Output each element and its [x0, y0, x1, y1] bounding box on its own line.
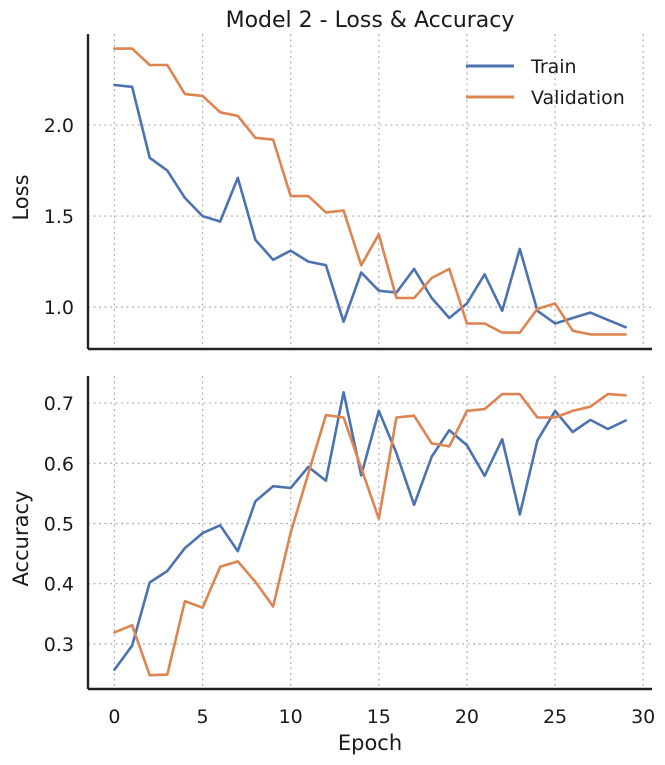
- y-tick-label: 1.5: [44, 206, 74, 228]
- series-line-validation: [113, 392, 627, 677]
- chart-title: Model 2 - Loss & Accuracy: [226, 8, 515, 33]
- legend-label-train: Train: [530, 56, 577, 78]
- legend: Train Validation: [466, 56, 625, 109]
- series-line-train: [113, 390, 627, 672]
- x-tick-label: 30: [631, 706, 655, 728]
- y-tick-label: 0.7: [44, 393, 74, 415]
- y-tick-label: 1.0: [44, 297, 74, 319]
- y-tick-label: 2.0: [44, 115, 74, 137]
- x-tick-label: 25: [543, 706, 567, 728]
- x-tick-label: 10: [279, 706, 303, 728]
- legend-label-validation: Validation: [531, 87, 625, 109]
- x-tick-label: 15: [367, 706, 391, 728]
- y-tick-label: 0.5: [44, 513, 74, 535]
- x-tick-label: 5: [197, 706, 209, 728]
- y-tick-label: 0.3: [44, 634, 74, 656]
- y-tick-label: 0.4: [44, 574, 74, 596]
- x-tick-label: 0: [108, 706, 120, 728]
- series-line-validation: [113, 47, 627, 336]
- y-axis-label: Accuracy: [9, 491, 33, 587]
- y-axis-label: Loss: [9, 174, 33, 220]
- x-axis-label: Epoch: [338, 731, 402, 755]
- y-tick-label: 0.6: [44, 453, 74, 475]
- series-line-train: [113, 83, 627, 329]
- x-tick-label: 20: [455, 706, 479, 728]
- accuracy-panel: 0.3 0.4 0.5 0.6 0.7 0 5 10 15 20 25 30 Accuracy: [9, 376, 655, 728]
- loss-panel: 1.0 1.5 2.0 Loss Train Validation: [9, 34, 652, 351]
